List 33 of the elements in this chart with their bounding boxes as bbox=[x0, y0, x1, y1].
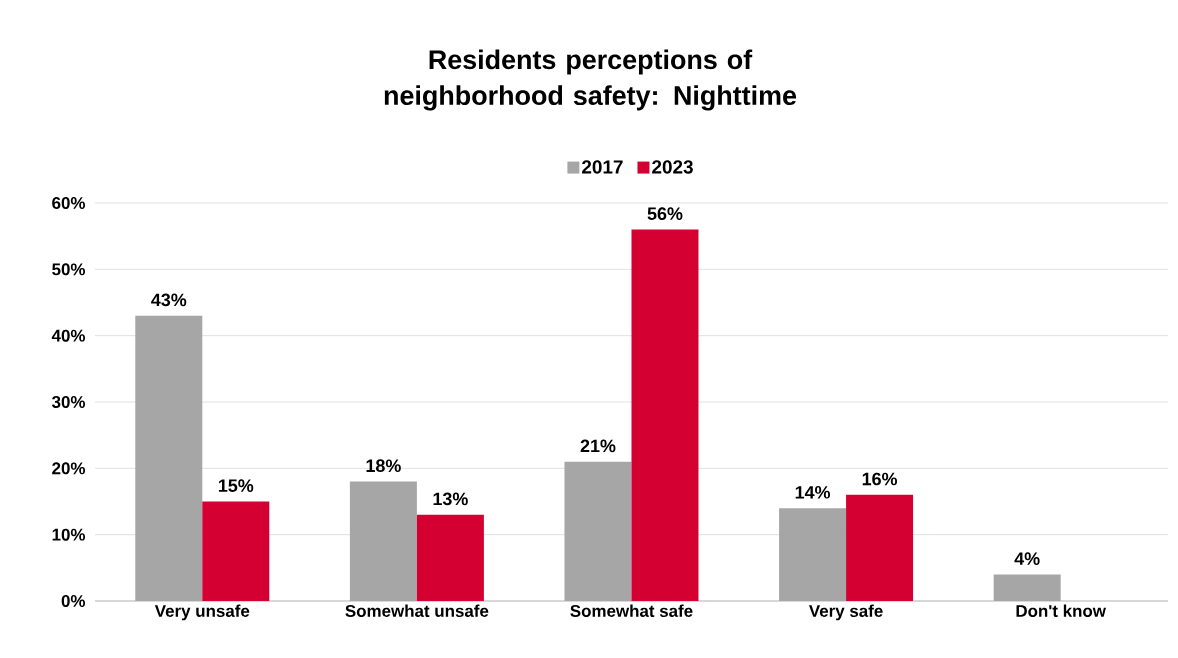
legend-label: 2023 bbox=[652, 160, 693, 174]
y-tick-label: 60% bbox=[52, 197, 86, 209]
data-label: 18% bbox=[366, 459, 401, 473]
bar bbox=[993, 574, 1061, 601]
bar bbox=[779, 508, 847, 601]
bar bbox=[631, 229, 699, 601]
x-tick-label: Don't know bbox=[1016, 604, 1106, 617]
legend-label: 2017 bbox=[582, 160, 623, 174]
data-label: 43% bbox=[151, 293, 187, 307]
bar bbox=[416, 514, 484, 601]
data-label: 13% bbox=[433, 492, 468, 506]
data-label: 15% bbox=[218, 479, 254, 492]
x-tick-label: Somewhat safe bbox=[570, 604, 693, 617]
y-tick-label: 40% bbox=[51, 329, 86, 342]
y-tick-label: 20% bbox=[52, 462, 86, 475]
x-tick-label: Very unsafe bbox=[154, 604, 250, 621]
data-label: 4% bbox=[1014, 552, 1040, 565]
bar bbox=[564, 461, 632, 601]
y-tick-label: 50% bbox=[52, 263, 86, 276]
y-tick-label: 10% bbox=[52, 528, 86, 541]
bar bbox=[846, 494, 914, 601]
x-tick-label: Somewhat unsafe bbox=[345, 604, 489, 617]
data-label: 14% bbox=[795, 485, 831, 499]
y-tick-label: 30% bbox=[51, 395, 86, 408]
data-label: 21% bbox=[580, 439, 616, 453]
data-label: 56% bbox=[647, 207, 683, 221]
bar bbox=[202, 501, 270, 601]
y-tick-label: 0% bbox=[61, 595, 86, 607]
data-label: 16% bbox=[862, 472, 898, 486]
bar bbox=[135, 315, 203, 601]
chart-title: Residents perceptions of neighborhood safety: Nighttime bbox=[384, 49, 797, 111]
bar bbox=[349, 481, 417, 601]
x-tick-label: Very safe bbox=[808, 604, 883, 621]
